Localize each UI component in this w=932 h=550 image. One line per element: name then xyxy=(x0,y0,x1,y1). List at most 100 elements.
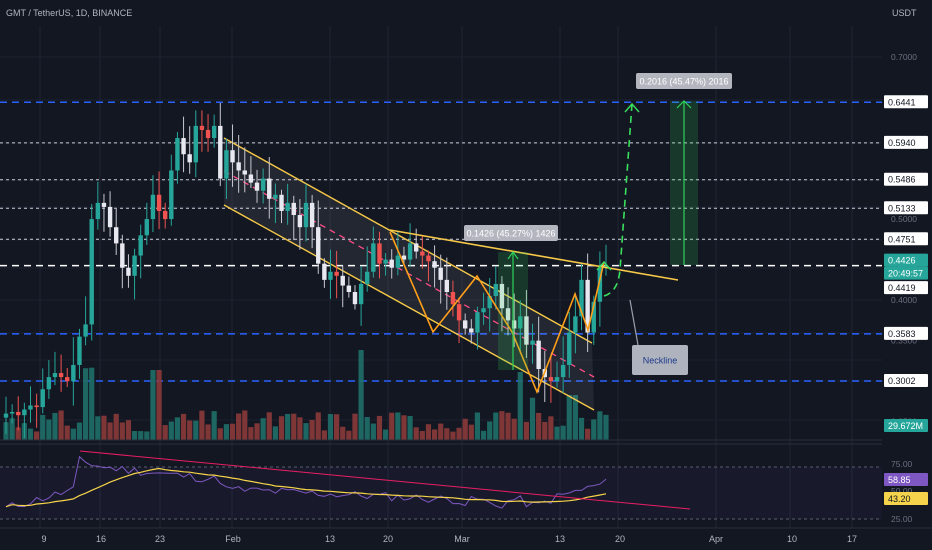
candle-body xyxy=(395,255,401,268)
volume-bar xyxy=(76,422,83,440)
volume-bar xyxy=(462,418,468,440)
candle-body xyxy=(279,194,284,211)
candle-body xyxy=(444,279,450,293)
candle-body xyxy=(469,328,474,333)
volume-bar xyxy=(413,427,419,440)
price-badge-bg xyxy=(884,281,928,295)
candle-body xyxy=(554,377,560,382)
candle-body xyxy=(162,210,168,220)
volume-bar xyxy=(187,420,193,440)
price-badge: 0.4751 xyxy=(888,234,916,244)
volume-bar xyxy=(536,412,542,440)
price-badge: 0.4419 xyxy=(888,283,916,293)
candle-body xyxy=(150,194,156,220)
date-label: 13 xyxy=(555,534,565,544)
volume-bar xyxy=(468,424,474,440)
neckline-label: Neckline xyxy=(643,356,678,366)
volume-bar xyxy=(456,427,462,440)
neckline-label-box xyxy=(632,345,688,375)
channel-upper xyxy=(223,137,593,344)
candle-body xyxy=(16,411,21,416)
volume-bar xyxy=(321,430,327,440)
price-badge-bg xyxy=(884,374,928,387)
volume-bar xyxy=(297,417,303,440)
candle-body xyxy=(156,194,162,211)
candle-body xyxy=(144,219,150,236)
pattern-drawings: 0.1426 (45.27%) 1426 0.2016 (45.47%) 2016… xyxy=(389,73,732,395)
candle-body xyxy=(58,373,64,378)
date-label: 23 xyxy=(155,534,165,544)
volume-bar xyxy=(511,418,517,440)
volume-bar xyxy=(180,413,187,440)
candle-body xyxy=(499,283,505,309)
candle-body xyxy=(365,271,370,284)
price-badge-bg xyxy=(884,135,928,149)
price-badge-bg xyxy=(884,201,928,215)
volume-bar xyxy=(517,371,523,440)
candles xyxy=(3,102,609,438)
volume-bar xyxy=(138,431,144,440)
candle-body xyxy=(291,202,296,216)
price-badge: 0.3002 xyxy=(888,376,916,386)
volume-bar xyxy=(450,431,456,440)
candle-body xyxy=(493,283,498,297)
candle-body xyxy=(420,251,425,256)
candle-body xyxy=(322,263,327,280)
candle-body xyxy=(524,316,529,345)
volume-bar xyxy=(548,416,554,440)
candle-body xyxy=(199,125,205,130)
volume-bar xyxy=(578,417,585,440)
volume-bar xyxy=(229,423,236,440)
breakout-arrowhead xyxy=(596,260,612,271)
price-badge: 0.5133 xyxy=(888,203,916,213)
volume-bars xyxy=(0,350,882,441)
candle-body xyxy=(303,202,309,228)
candle-body xyxy=(518,316,523,329)
candle-body xyxy=(95,202,101,220)
candle-body xyxy=(560,364,566,378)
candle-body xyxy=(254,182,260,191)
candle-body xyxy=(530,340,535,345)
candle-body xyxy=(297,215,303,228)
volume-bar xyxy=(554,426,560,440)
candle-body xyxy=(481,308,486,313)
volume-bar xyxy=(254,423,260,440)
volume-bar xyxy=(474,412,481,440)
candle-body xyxy=(573,316,578,333)
horizontal-levels xyxy=(0,101,882,382)
candle-body xyxy=(132,255,137,276)
candle-body xyxy=(328,271,333,280)
candle-body xyxy=(211,125,217,139)
volume-bar xyxy=(493,412,499,440)
candle-body xyxy=(260,178,266,191)
volume-bar xyxy=(334,414,340,440)
volume-bar xyxy=(572,395,578,440)
price-tick: 0.4000 xyxy=(891,295,917,305)
candle-body xyxy=(309,202,315,228)
candle-body xyxy=(475,312,480,333)
volume-bar xyxy=(395,412,401,440)
price-badge-bg xyxy=(884,253,928,267)
volume-bar xyxy=(358,350,364,440)
measure-label-1-box xyxy=(464,225,558,241)
volume-bar xyxy=(95,416,101,440)
volume-bar xyxy=(278,416,285,440)
candle-body xyxy=(358,283,364,305)
volume-bar xyxy=(211,411,217,440)
volume-bar xyxy=(119,422,125,440)
volume-bar xyxy=(523,421,530,440)
rsi-ma-line xyxy=(5,467,607,508)
volume-bar xyxy=(487,421,493,440)
price-badge: 20:49:57 xyxy=(888,269,923,279)
candle-body xyxy=(205,129,211,139)
rsi-line xyxy=(5,455,607,509)
volume-bar xyxy=(566,395,572,440)
volume-bar xyxy=(52,412,58,440)
volume-bar xyxy=(389,412,395,440)
rsi-pane xyxy=(0,443,932,520)
rsi-badge-bg xyxy=(884,492,928,505)
candle-body xyxy=(371,243,376,272)
candle-body xyxy=(193,125,198,163)
volume-bar xyxy=(9,418,15,440)
